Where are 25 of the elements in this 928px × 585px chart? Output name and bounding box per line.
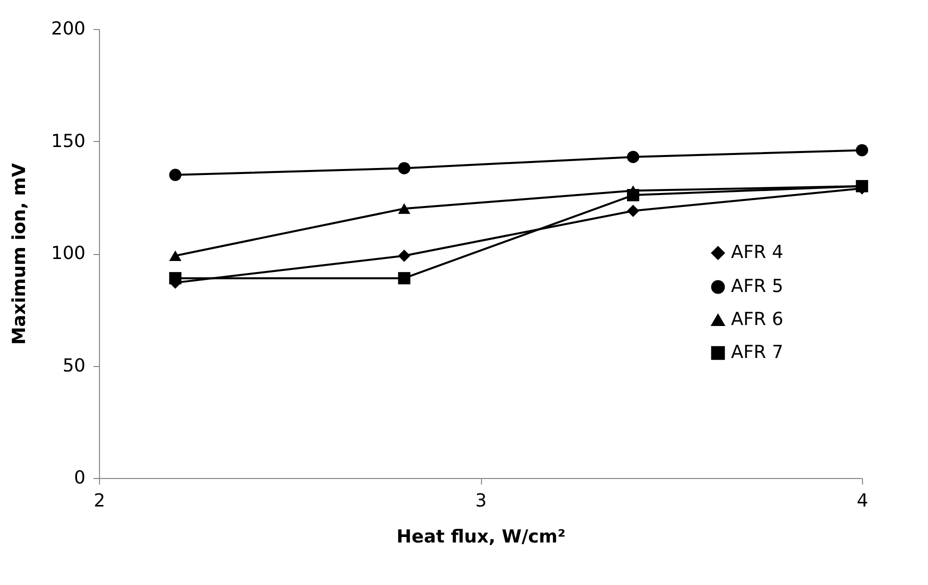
point bbox=[398, 203, 410, 214]
y-tick-label: 100 bbox=[51, 243, 86, 264]
point bbox=[626, 204, 640, 217]
point bbox=[398, 162, 410, 174]
y-axis-title: Maximum ion, mV bbox=[9, 163, 30, 345]
x-axis-title: Heat flux, W/cm² bbox=[396, 526, 566, 548]
point bbox=[626, 189, 640, 202]
x-tick-label: 3 bbox=[475, 490, 487, 512]
point bbox=[169, 250, 182, 262]
legend-label: AFR 4 bbox=[731, 242, 784, 263]
y-tick-label: 50 bbox=[62, 355, 86, 376]
legend-label: AFR 7 bbox=[731, 342, 784, 363]
point bbox=[398, 272, 410, 284]
y-tick-label: 200 bbox=[51, 18, 86, 40]
x-tick-label: 4 bbox=[856, 490, 868, 512]
y-tick-label: 0 bbox=[74, 468, 86, 488]
legend-label: AFR 5 bbox=[731, 276, 784, 297]
point bbox=[626, 150, 640, 164]
legend-label: AFR 6 bbox=[731, 309, 784, 330]
point bbox=[856, 144, 868, 156]
point bbox=[169, 272, 182, 284]
point bbox=[169, 168, 182, 182]
point bbox=[398, 250, 410, 262]
y-tick-label: 150 bbox=[51, 130, 86, 152]
x-tick-label: 2 bbox=[94, 490, 106, 512]
